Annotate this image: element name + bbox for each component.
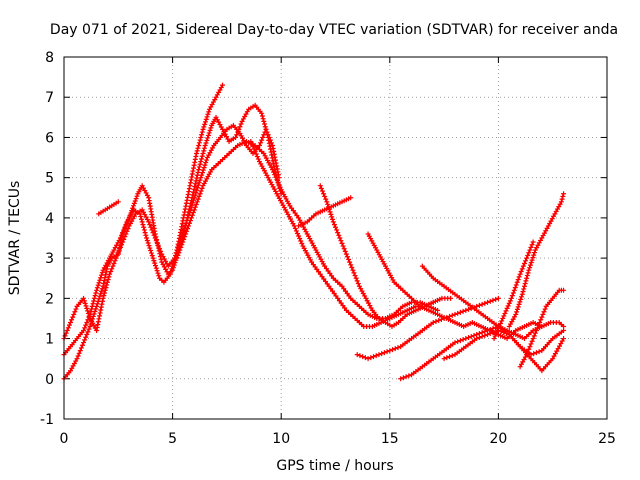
- series-layer: [61, 82, 567, 382]
- series-markers: [174, 138, 441, 321]
- series-markers: [441, 328, 567, 362]
- x-tick-label: 20: [489, 431, 507, 447]
- series-markers: [61, 82, 226, 358]
- y-tick-label: 0: [45, 372, 54, 388]
- series-track-10: [354, 295, 501, 362]
- series-track-5: [248, 138, 436, 329]
- series-track-12: [441, 328, 567, 362]
- grid-layer: [64, 57, 607, 419]
- series-track-4: [174, 138, 441, 321]
- y-tick-label: 4: [45, 211, 54, 227]
- series-markers: [398, 323, 567, 382]
- series-track-7: [296, 195, 354, 229]
- y-tick-label: 3: [45, 251, 54, 267]
- series-markers: [365, 231, 545, 342]
- y-tick-label: 7: [45, 90, 54, 106]
- y-tick-label: 5: [45, 171, 54, 187]
- series-markers: [506, 191, 567, 329]
- series-track-15: [491, 239, 536, 342]
- series-markers: [491, 239, 536, 342]
- y-tick-label: 2: [45, 291, 54, 307]
- y-tick-label: 8: [45, 50, 54, 66]
- series-markers: [296, 195, 354, 229]
- y-tick-label: 1: [45, 332, 54, 348]
- y-tick-label: 6: [45, 130, 54, 146]
- y-tick-label: -1: [40, 412, 54, 428]
- x-tick-label: 5: [168, 431, 177, 447]
- series-track-2: [61, 82, 226, 358]
- series-markers: [354, 295, 501, 362]
- x-axis-label: GPS time / hours: [276, 458, 393, 474]
- x-tick-label: 25: [598, 431, 616, 447]
- x-tick-label: 0: [60, 431, 69, 447]
- x-tick-label: 15: [381, 431, 399, 447]
- plot-frame: [63, 56, 608, 420]
- x-tick-label: 10: [272, 431, 290, 447]
- series-markers: [248, 138, 436, 329]
- series-markers: [517, 287, 567, 370]
- series-line: [97, 201, 120, 215]
- series-markers: [96, 199, 121, 217]
- series-track-16: [96, 199, 121, 217]
- chart-title: Day 071 of 2021, Sidereal Day-to-day VTE…: [50, 22, 618, 38]
- series-track-11: [398, 323, 567, 382]
- series-track-13: [506, 191, 567, 329]
- y-axis-label: SDTVAR / TECUs: [7, 181, 23, 296]
- series-track-14: [517, 287, 567, 370]
